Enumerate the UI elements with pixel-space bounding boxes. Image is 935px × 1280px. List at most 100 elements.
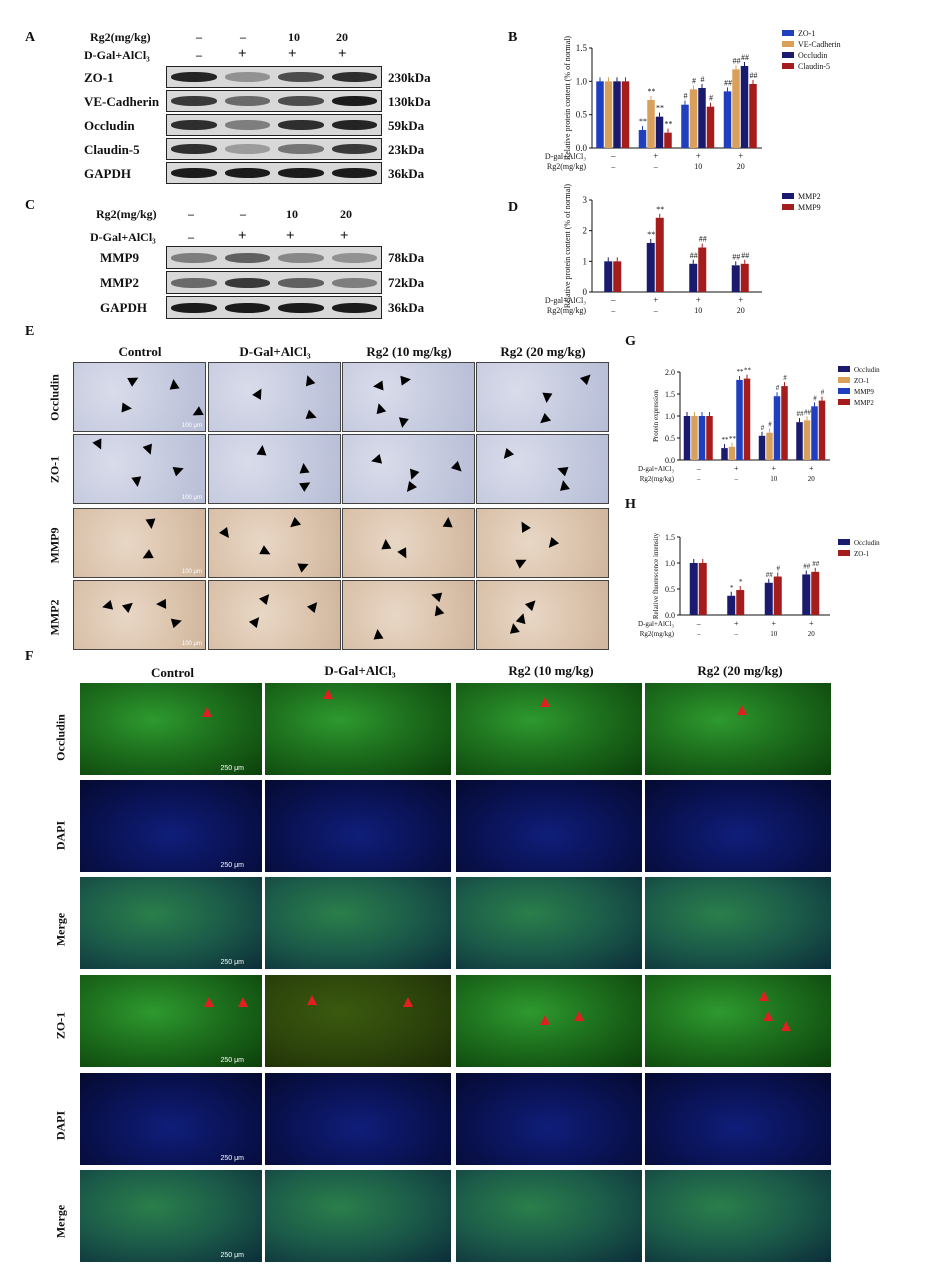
fluorescence-image: 250 μm	[80, 975, 262, 1067]
ihc-col-control: Control	[118, 344, 162, 359]
row1-value: +	[771, 619, 776, 628]
arrow-marker	[121, 402, 133, 414]
wb-a-protein-label: GAPDH	[84, 166, 131, 181]
ihc-row-mmp9: MMP9	[47, 527, 62, 564]
significance-mark: ##	[741, 251, 749, 260]
arrow-marker	[400, 374, 412, 386]
bar	[764, 582, 773, 615]
row2-value: –	[610, 306, 616, 315]
wb-c-rg2-label: Rg2(mg/kg)	[96, 207, 157, 221]
bar	[736, 590, 745, 615]
arrow-marker	[406, 468, 420, 482]
legend-swatch	[838, 550, 850, 556]
row1-label: D-gal+AlCl₃	[545, 152, 586, 161]
red-arrow-marker	[540, 697, 550, 707]
row2-value: 10	[694, 162, 702, 171]
fluorescence-image: 250 μm	[80, 877, 262, 969]
wb-c-dgal-v3: +	[286, 228, 295, 244]
row2-value: –	[610, 162, 616, 171]
fluorescence-image	[456, 877, 642, 969]
panel-label-f: F	[25, 649, 34, 664]
arrow-marker	[306, 598, 322, 614]
arrow-marker	[219, 527, 233, 541]
arrow-marker	[299, 478, 313, 492]
red-arrow-marker	[323, 689, 333, 699]
wb-c-rg2-v4: 20	[340, 207, 352, 221]
red-arrow-marker	[540, 1015, 550, 1025]
chart-b: 0.0 0.5 1.0 1.5 Relative protein content (% …	[520, 29, 920, 190]
red-arrow-marker	[737, 705, 747, 715]
arrow-marker	[442, 516, 454, 528]
wb-a-protein-label: ZO-1	[84, 70, 114, 85]
bar	[743, 378, 751, 460]
wb-c-kda-label: 78kDa	[388, 250, 425, 265]
significance-mark: #	[821, 389, 825, 397]
row1-value: –	[696, 619, 702, 628]
wb-a-dgal-label: D-Gal+AlCl₃	[84, 48, 150, 62]
bar	[773, 396, 781, 460]
wb-c-dgal-label: D-Gal+AlCl₃	[90, 230, 156, 244]
bar	[818, 400, 826, 460]
fl-row-dapi-2: DAPI	[53, 1110, 68, 1141]
bar	[732, 69, 740, 148]
wb-a-band-strip	[166, 66, 382, 88]
row2-value: 20	[808, 630, 816, 638]
ihc-image	[476, 434, 609, 504]
fl-row-zo1: ZO-1	[53, 1011, 68, 1040]
row2-value: 10	[770, 630, 778, 638]
arrow-marker	[142, 443, 156, 457]
blot-band	[171, 144, 217, 154]
scale-bar-label: 250 μm	[220, 959, 245, 966]
significance-mark: ##	[812, 560, 820, 568]
ihc-image: 100 μm	[73, 362, 206, 432]
wb-a-dgal-v4: +	[338, 46, 347, 62]
panel-label-d: D	[508, 200, 519, 215]
fl-col-rg2-20: Rg2 (20 mg/kg)	[697, 663, 783, 678]
arrow-marker	[172, 463, 186, 477]
fluorescence-image	[265, 683, 451, 775]
blot-band	[278, 277, 324, 288]
arrow-marker	[297, 559, 311, 573]
fluorescence-image	[456, 1170, 642, 1262]
ihc-row-mmp2: MMP2	[47, 599, 62, 636]
ihc-image: 100 μm	[73, 508, 206, 578]
bar	[647, 100, 655, 148]
scale-bar-label: 100 μm	[181, 423, 202, 429]
blot-band	[331, 144, 377, 154]
arrow-marker	[380, 538, 392, 550]
red-arrow-marker	[238, 997, 248, 1007]
bar	[749, 84, 757, 148]
red-arrow-marker	[781, 1021, 791, 1031]
legend-swatch	[782, 30, 794, 36]
y-tick-label: 1.0	[576, 76, 588, 86]
y-tick-label: 0.5	[665, 585, 675, 594]
bar	[604, 261, 613, 292]
fluorescence-image	[645, 877, 831, 969]
arrow-marker	[155, 598, 167, 610]
legend-label: VE-Cadherin	[798, 40, 841, 49]
arrow-marker	[286, 516, 302, 532]
fluorescence-image	[265, 780, 451, 872]
bar	[698, 88, 706, 148]
bar	[655, 217, 664, 292]
blot-band	[331, 252, 377, 263]
panel-label-g: G	[625, 334, 636, 349]
legend-label: ZO-1	[854, 377, 870, 385]
arrow-marker	[140, 549, 154, 563]
bar	[646, 242, 655, 292]
ihc-row-occludin: Occludin	[47, 374, 62, 421]
row2-value: –	[696, 475, 701, 483]
ihc-image	[342, 362, 475, 432]
significance-mark: ##	[750, 71, 758, 80]
significance-mark: #	[709, 94, 713, 103]
blot-band	[331, 96, 377, 106]
significance-mark: #	[684, 92, 688, 101]
ihc-col-rg2-10: Rg2 (10 mg/kg)	[366, 344, 452, 359]
blot-band	[278, 72, 324, 82]
arrow-marker	[372, 628, 384, 640]
wb-c-dgal-v4: +	[340, 228, 349, 244]
wb-a-rg2-label: Rg2(mg/kg)	[90, 30, 151, 44]
row2-value: 20	[737, 306, 745, 315]
fl-row-dapi-1: DAPI	[53, 820, 68, 851]
legend-label: Occludin	[854, 366, 880, 374]
